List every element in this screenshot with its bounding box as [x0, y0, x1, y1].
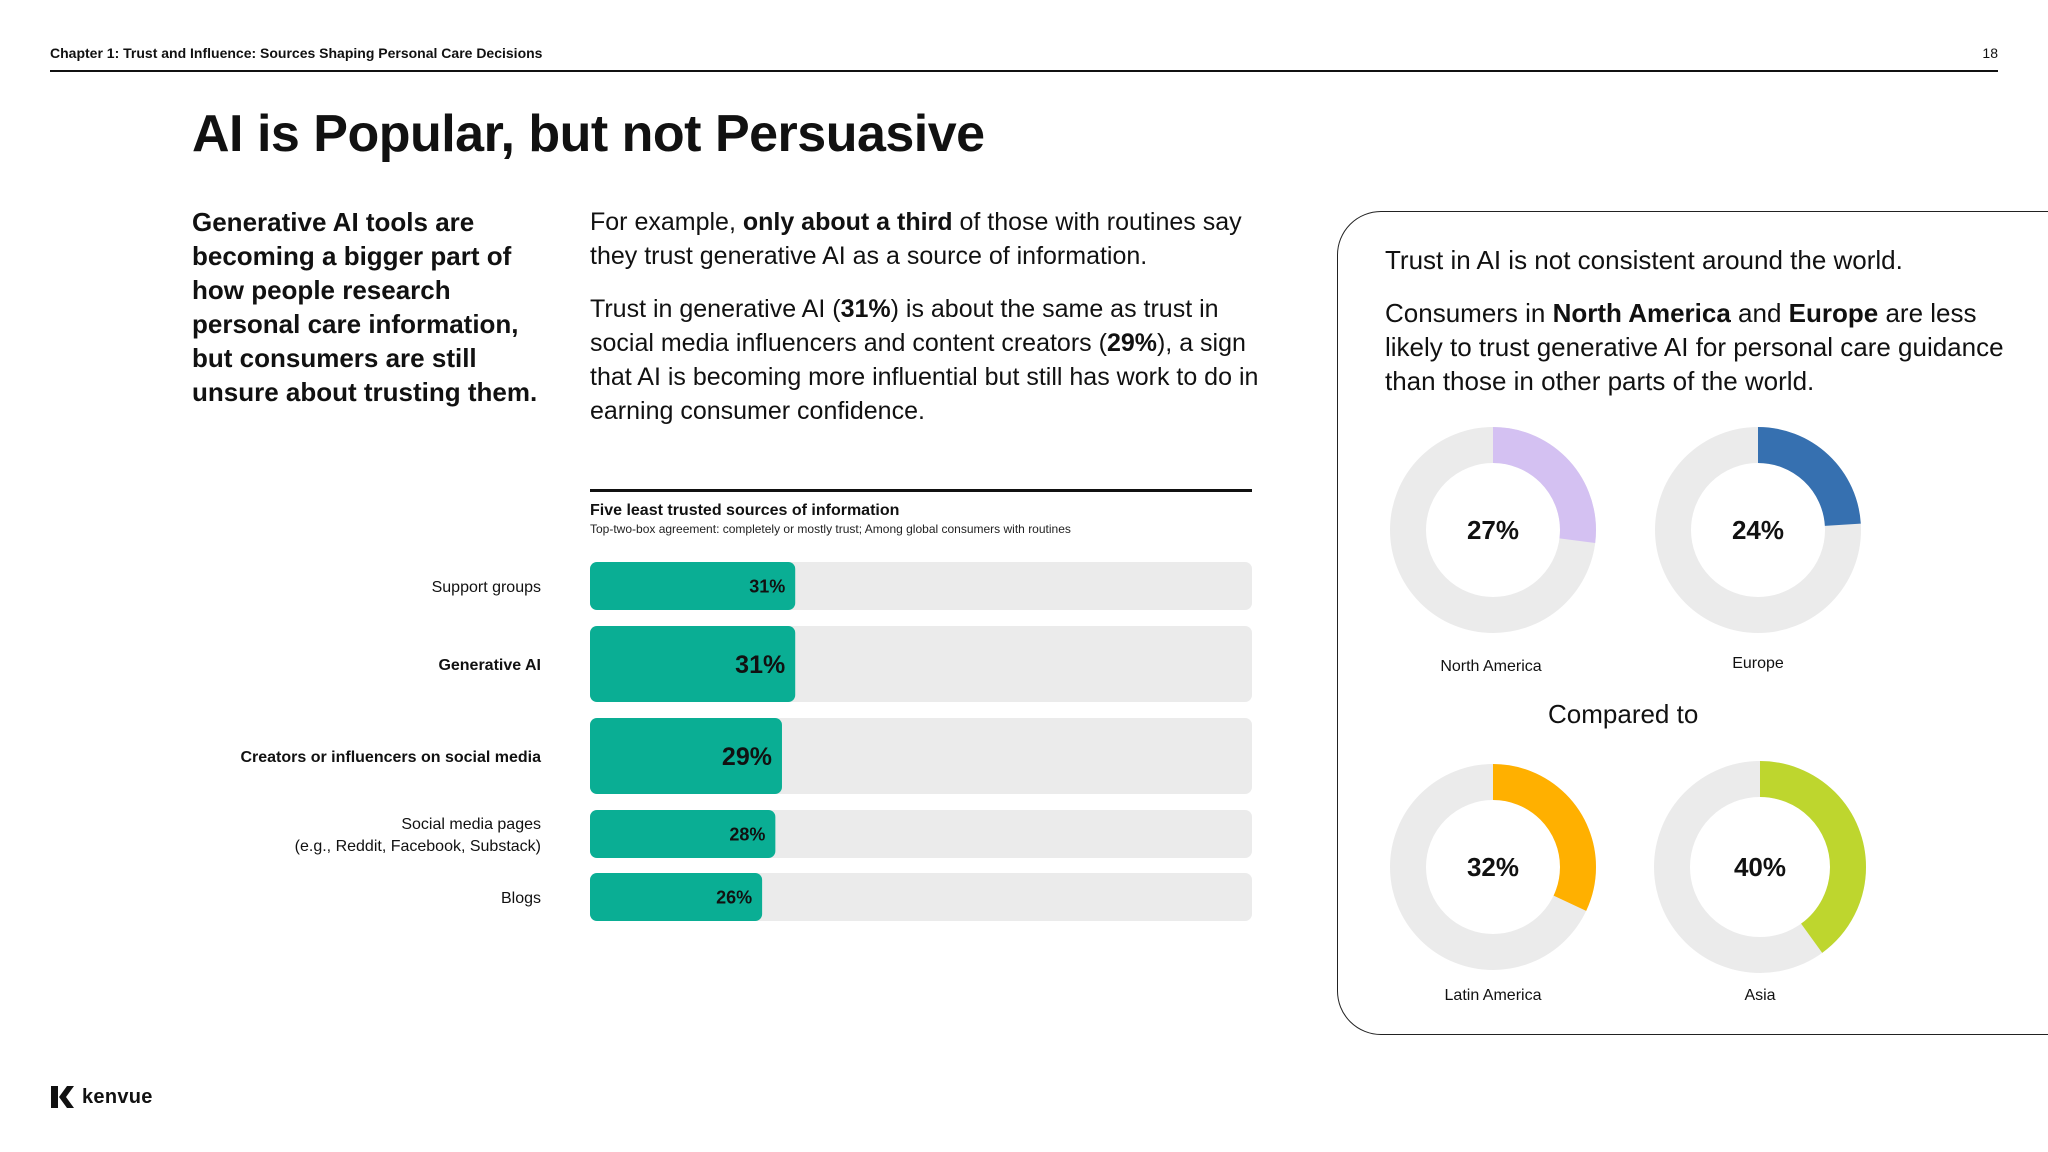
- kenvue-logo: kenvue: [50, 1085, 153, 1109]
- intro-statement: Generative AI tools are becoming a bigge…: [192, 207, 538, 407]
- donut-segment: [1390, 764, 1596, 970]
- page-title: AI is Popular, but not Persuasive: [192, 105, 985, 163]
- bar: [590, 626, 796, 702]
- bar-value-label: 31%: [735, 651, 785, 679]
- donut-region-label: North America: [1440, 658, 1541, 675]
- chapter-header: Chapter 1: Trust and Influence: Sources …: [50, 45, 543, 61]
- panel-headline: Trust in AI is not consistent around the…: [1385, 245, 1903, 275]
- header-divider: [50, 70, 1998, 72]
- compared-to-label: Compared to: [1548, 699, 1699, 729]
- donut-segment: [1390, 427, 1596, 633]
- bar-value-label: 28%: [729, 824, 765, 844]
- category-label: Creators or influencers on social media: [240, 749, 541, 766]
- bar: [590, 873, 763, 921]
- donut-percent: 40%: [1734, 852, 1786, 882]
- donut-region-label: Latin America: [1445, 987, 1542, 1004]
- donut-percent: 32%: [1467, 852, 1519, 882]
- donut-charts: 27% North America 24% Europe 32% Latin Americ…: [1390, 427, 1866, 1004]
- bar-value-label: 26%: [716, 887, 752, 907]
- regional-trust-panel: [1337, 211, 2048, 1035]
- category-label: Blogs: [501, 890, 541, 907]
- bar-value-label: 29%: [722, 743, 772, 771]
- category-label: (e.g., Reddit, Facebook, Substack): [295, 838, 541, 855]
- donut-percent: 24%: [1732, 515, 1784, 545]
- donut-region-label: Europe: [1732, 655, 1784, 672]
- category-label: Social media pages: [401, 816, 541, 833]
- brand-name: kenvue: [82, 1085, 153, 1108]
- bar: [590, 810, 776, 858]
- donut-percent: 27%: [1467, 515, 1519, 545]
- panel-body: Consumers in North America and Europe ar…: [1385, 298, 2004, 396]
- category-label: Support groups: [432, 579, 541, 596]
- chart-top-rule: [590, 489, 1252, 492]
- paragraph-two: Trust in generative AI (31%) is about th…: [590, 295, 1259, 425]
- donut-segment: [1655, 427, 1861, 633]
- bar: [590, 562, 796, 610]
- bar-chart-subtitle: Top-two-box agreement: completely or mos…: [590, 522, 1071, 536]
- kenvue-logo-icon: [51, 1086, 74, 1108]
- bar-value-label: 31%: [749, 576, 785, 596]
- bar-chart-title: Five least trusted sources of informatio…: [590, 502, 900, 519]
- donut-segment: [1654, 761, 1866, 973]
- category-label: Generative AI: [438, 657, 541, 674]
- bar: [590, 718, 782, 794]
- donut-region-label: Asia: [1744, 987, 1775, 1004]
- paragraph-one: For example, only about a third of those…: [590, 208, 1242, 270]
- bar-chart: 31% Support groups 31% Generative AI 29% Crea…: [240, 562, 1252, 921]
- page-number: 18: [1982, 45, 1998, 61]
